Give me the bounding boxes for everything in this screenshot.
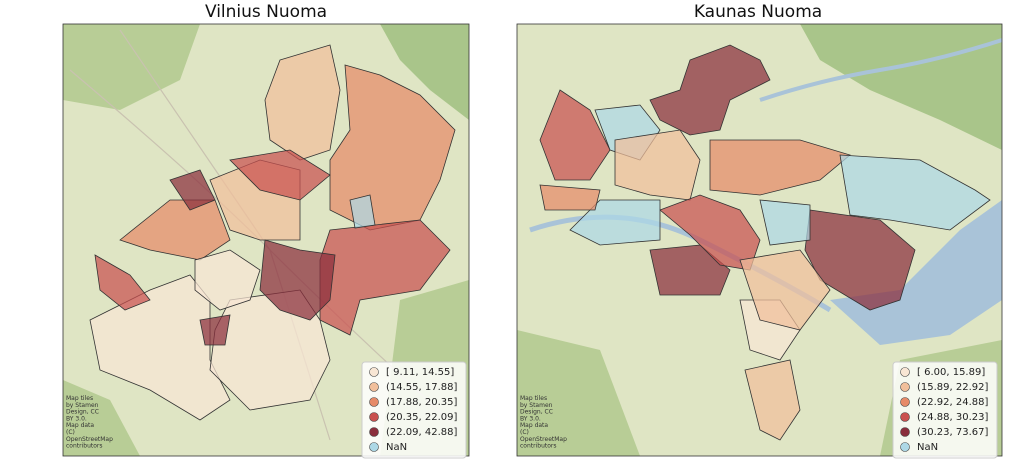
legend-swatch xyxy=(369,367,379,377)
legend-label: (15.89, 22.92] xyxy=(917,382,989,393)
legend-label: (14.55, 17.88] xyxy=(386,382,458,393)
legend-label: (22.92, 24.88] xyxy=(917,397,989,408)
districts xyxy=(89,44,456,421)
legend-label: (24.88, 30.23] xyxy=(917,412,989,423)
attribution-line: by Stamen xyxy=(520,402,553,409)
legend-swatch xyxy=(369,442,379,452)
district xyxy=(569,199,661,246)
district xyxy=(229,149,331,201)
attribution-line: BY 3.0. xyxy=(66,415,87,422)
legend-label: NaN xyxy=(386,442,407,453)
attribution-line: Map data xyxy=(520,422,548,429)
attribution-line: OpenStreetMap xyxy=(66,436,113,443)
legend-swatch xyxy=(900,382,910,392)
district xyxy=(119,199,231,261)
attribution-line: Design, CC xyxy=(520,409,553,416)
district xyxy=(839,154,991,231)
legend-swatch xyxy=(900,367,910,377)
legend-swatch xyxy=(900,412,910,422)
map-title: Kaunas Nuoma xyxy=(694,2,822,22)
legend-label: (20.35, 22.09] xyxy=(386,412,458,423)
legend-swatch xyxy=(369,397,379,407)
attribution-line: Map tiles xyxy=(520,395,547,402)
legend-label: (22.09, 42.88] xyxy=(386,427,458,438)
legend-label: (30.23, 73.67] xyxy=(917,427,989,438)
district xyxy=(709,139,851,196)
district xyxy=(349,194,376,229)
district xyxy=(649,44,771,136)
legend-swatch xyxy=(369,427,379,437)
legend-swatch xyxy=(900,427,910,437)
legend-label: (17.88, 20.35] xyxy=(386,397,458,408)
attribution-line: OpenStreetMap xyxy=(520,436,567,443)
district xyxy=(259,239,336,321)
attribution-line: contributors xyxy=(520,443,557,450)
attribution-line: Design, CC xyxy=(66,409,99,416)
attribution-line: by Stamen xyxy=(66,402,99,409)
legend: [ 6.00, 15.89] (15.89, 22.92] (22.92, 24.8… xyxy=(892,361,998,459)
legend-box xyxy=(361,361,467,459)
map-panel: Kaunas Nuoma xyxy=(516,2,1003,459)
legend-swatch xyxy=(369,382,379,392)
district xyxy=(539,184,601,211)
district xyxy=(264,44,341,161)
basemap xyxy=(63,24,469,456)
legend-box xyxy=(892,361,998,459)
district xyxy=(659,194,761,271)
legend-label: NaN xyxy=(917,442,938,453)
district xyxy=(739,249,831,331)
district xyxy=(744,359,801,441)
attribution-line: BY 3.0. xyxy=(520,415,541,422)
district xyxy=(759,199,811,246)
legend-swatch xyxy=(900,442,910,452)
attribution-line: (C) xyxy=(520,429,529,436)
legend-swatch xyxy=(900,397,910,407)
legend-label: [ 6.00, 15.89] xyxy=(917,367,985,378)
legend: [ 9.11, 14.55] (14.55, 17.88] (17.88, 20.3… xyxy=(361,361,467,459)
map-title: Vilnius Nuoma xyxy=(205,2,327,22)
legend-label: [ 9.11, 14.55] xyxy=(386,367,454,378)
attribution-line: (C) xyxy=(66,429,75,436)
district xyxy=(94,254,151,311)
map-panel: Vilnius Nuoma xyxy=(62,2,470,459)
district xyxy=(199,314,231,346)
attribution-line: Map tiles xyxy=(66,395,93,402)
district xyxy=(194,249,261,311)
district xyxy=(169,169,216,211)
legend-swatch xyxy=(369,412,379,422)
districts xyxy=(539,44,991,441)
district xyxy=(649,244,731,296)
attribution-line: Map data xyxy=(66,422,94,429)
district xyxy=(804,209,916,311)
attribution-line: contributors xyxy=(66,443,103,450)
